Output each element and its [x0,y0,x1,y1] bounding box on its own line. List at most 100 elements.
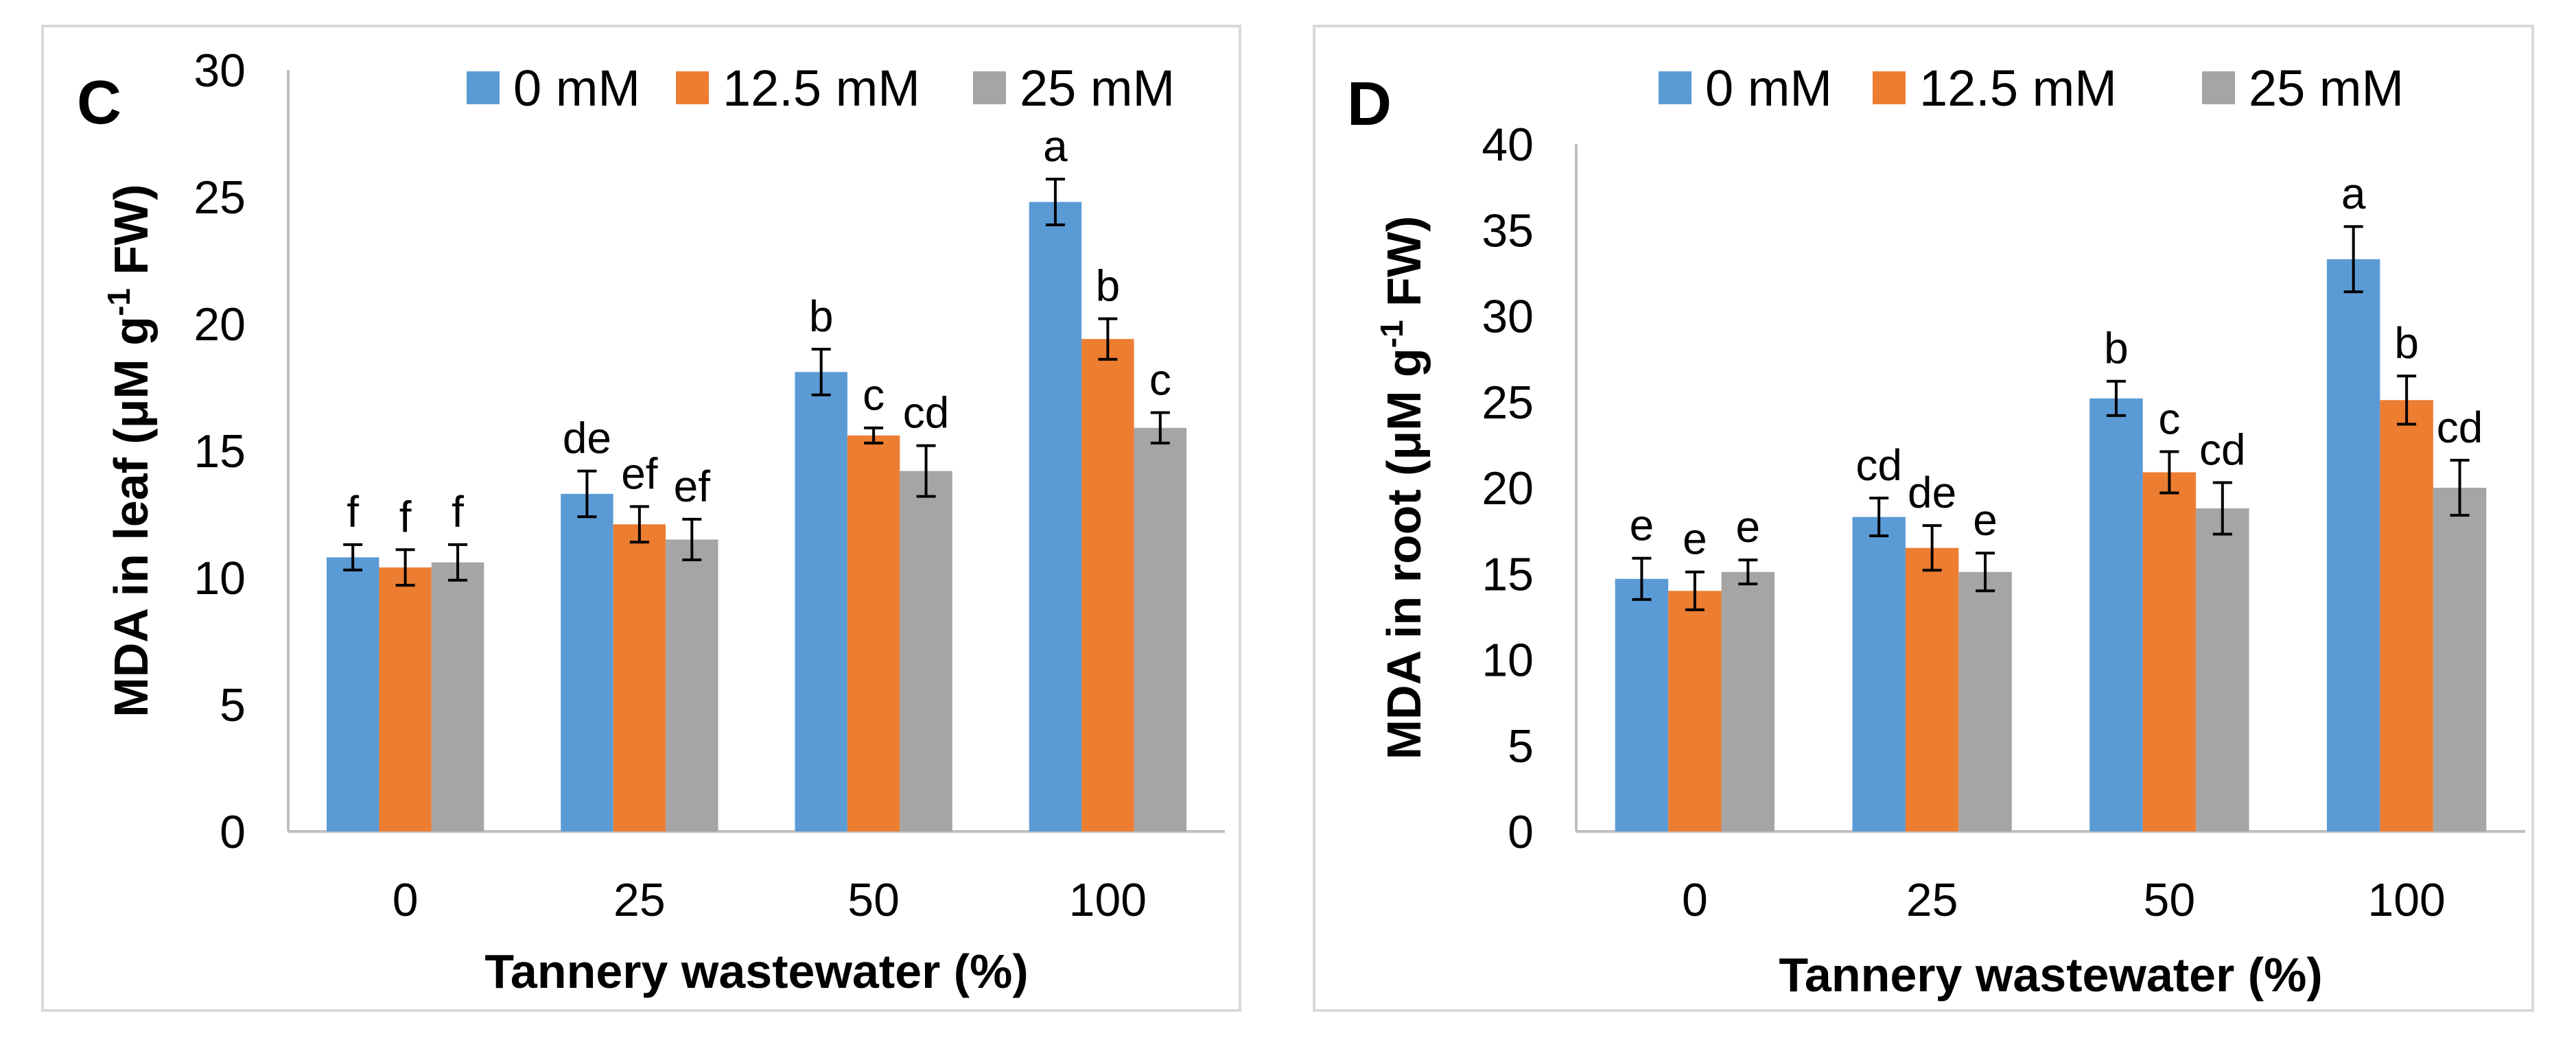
significance-label: cd [2199,425,2246,474]
y-axis-title-main: MDA in leaf (μM g [104,316,158,718]
x-tick-label: 100 [2367,874,2445,926]
bar [431,562,484,831]
significance-label: f [347,487,359,536]
significance-label: e [1736,502,1761,552]
legend-label: 0 mM [1705,60,1832,117]
y-tick-label: 20 [1482,462,1534,515]
y-axis-title-superscript: -1 [1374,320,1409,348]
y-tick-label: 30 [1482,291,1534,343]
y-tick-label: 15 [1482,548,1534,600]
significance-label: e [1683,515,1707,564]
x-tick-label: 50 [2144,874,2196,926]
bar [2142,472,2197,831]
significance-label: cd [903,388,950,438]
y-tick-label: 0 [220,806,246,858]
y-tick-label: 5 [1508,720,1534,772]
legend-swatch [676,71,709,104]
panel-letter: D [1347,70,1392,139]
legend-label: 12.5 mM [723,60,920,117]
legend-label: 25 mM [1020,60,1175,117]
x-tick-label: 0 [1682,874,1708,926]
bar [613,524,666,831]
bar [379,567,432,831]
significance-label: b [2104,324,2129,373]
significance-label: f [452,487,464,536]
bar [1852,517,1906,831]
legend-label: 0 mM [513,60,640,117]
y-axis-title-main: MDA in root (μM g [1377,348,1431,759]
legend-swatch [1659,71,1691,104]
y-tick-label: 10 [1482,635,1534,687]
significance-label: b [2394,318,2419,368]
y-tick-label: 0 [1508,806,1534,858]
bar [1081,339,1134,831]
bar [326,557,379,831]
x-tick-label: 100 [1069,874,1147,926]
bar [666,539,718,831]
significance-label: a [1043,121,1068,171]
bar [900,471,952,831]
significance-label: c [1149,355,1171,405]
bar [2433,488,2487,831]
y-axis-title-superscript: -1 [101,288,137,316]
bar [1029,202,1082,831]
bar [2326,259,2380,832]
bar [2196,508,2249,831]
x-tick-label: 50 [847,874,900,926]
significance-label: de [1908,468,1956,517]
y-tick-label: 20 [194,298,246,351]
bar [2380,400,2433,831]
legend-label: 25 mM [2249,60,2404,117]
y-tick-label: 5 [220,679,246,731]
significance-label: a [2341,169,2366,218]
significance-label: ef [621,449,658,498]
x-axis-title: Tannery wastewater (%) [484,945,1028,998]
bar [1134,427,1187,831]
significance-label: de [563,414,611,463]
significance-label: c [2158,394,2180,443]
y-tick-label: 30 [194,45,246,97]
significance-label: e [1973,495,1998,545]
y-tick-label: 40 [1482,119,1534,171]
legend-swatch [1873,71,1906,104]
significance-label: ef [674,462,711,511]
x-axis-title: Tannery wastewater (%) [1779,948,2322,1002]
legend-swatch [467,71,500,104]
panel-c: C 0 mM 12.5 mM 25 mM 0 5 10 15 20 25 30 MDA in leaf… [41,25,1241,1012]
significance-label: b [1096,261,1121,311]
y-axis-title: MDA in leaf (μM g-1 FW) [101,184,158,717]
y-axis-title-end: FW) [104,184,158,288]
legend-label: 12.5 mM [1919,60,2117,117]
bar [1905,547,1959,831]
significance-label: e [1630,501,1654,550]
x-tick-label: 25 [613,874,666,926]
significance-label: b [809,292,834,341]
bar [795,372,847,831]
y-tick-label: 10 [194,552,246,604]
significance-label: f [399,492,412,541]
x-tick-label: 0 [393,874,419,926]
bar [1958,571,2012,831]
x-tick-label: 25 [1906,874,1958,926]
bar [847,435,900,831]
legend-swatch [2202,71,2235,104]
y-axis-title-end: FW) [1377,216,1431,320]
bar [2089,398,2143,831]
y-tick-label: 25 [194,172,246,224]
legend-swatch [973,71,1006,104]
significance-label: cd [1855,440,1902,490]
panel-letter: C [77,69,121,137]
y-axis-title: MDA in root (μM g-1 FW) [1374,216,1431,760]
y-tick-label: 25 [1482,377,1534,429]
bar [1615,578,1669,831]
bar [1721,571,1775,831]
significance-label: cd [2437,403,2483,452]
panel-d: D 0 mM 12.5 mM 25 mM 0 5 10 15 20 25 30 35 40 MDA in … [1313,25,2534,1012]
bar [561,493,613,831]
y-tick-label: 15 [194,425,246,477]
y-tick-label: 35 [1482,204,1534,257]
significance-label: c [863,370,885,420]
bar [1668,591,1722,831]
